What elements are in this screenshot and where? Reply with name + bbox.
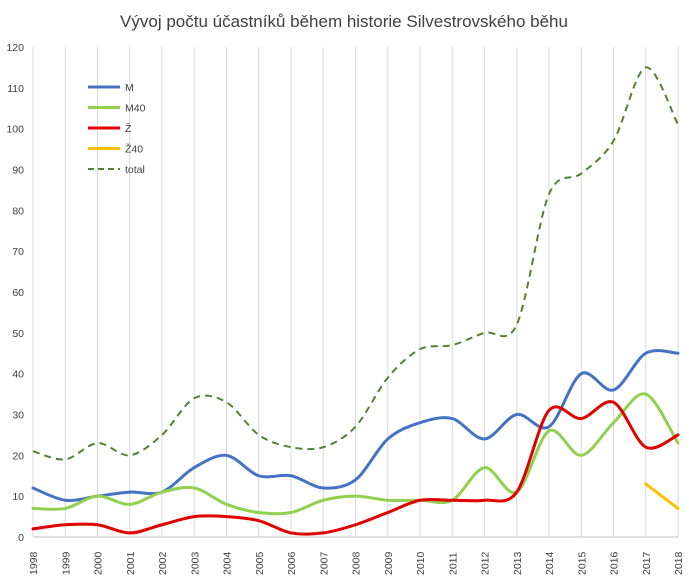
x-tick-label: 2001 xyxy=(125,551,137,575)
grid-layer xyxy=(32,47,679,537)
x-tick-label: 2017 xyxy=(641,551,653,575)
x-tick-label: 2002 xyxy=(157,551,169,575)
series-line-Ž40 xyxy=(644,482,680,510)
series-line-total xyxy=(32,66,679,461)
x-tick-label: 2005 xyxy=(254,551,266,575)
x-tick-label: 2018 xyxy=(673,551,685,575)
y-tick-label: 110 xyxy=(7,83,24,95)
x-tick-label: 2015 xyxy=(576,551,588,575)
y-tick-label: 30 xyxy=(12,410,24,422)
series-line-M xyxy=(31,349,680,503)
x-tick-label: 1998 xyxy=(28,551,40,575)
x-tick-label: 2012 xyxy=(480,551,492,575)
x-tick-label: 2009 xyxy=(383,551,395,575)
y-tick-label: 50 xyxy=(12,328,24,340)
x-tick-label: 2006 xyxy=(286,551,298,575)
legend-label: Ž40 xyxy=(125,143,143,156)
series-line-Ž xyxy=(31,400,680,536)
x-tick-label: 2000 xyxy=(93,551,105,575)
series-layer xyxy=(31,66,680,536)
x-tick-label: 2010 xyxy=(415,551,427,575)
legend-label: M40 xyxy=(125,103,146,115)
y-tick-label: 100 xyxy=(6,124,24,136)
x-tick-label: 2008 xyxy=(351,551,363,575)
legend-label: M xyxy=(125,82,134,94)
x-tick-label: 2004 xyxy=(222,551,234,575)
y-tick-label: 20 xyxy=(12,450,24,462)
x-tick-label: 1999 xyxy=(60,551,72,575)
series-line-M40 xyxy=(31,392,680,516)
legend-label: Ž xyxy=(125,122,132,135)
y-tick-label: 70 xyxy=(12,246,24,258)
x-tick-label: 2007 xyxy=(318,551,330,575)
x-tick-label: 2014 xyxy=(544,551,556,575)
x-tick-label: 2016 xyxy=(609,551,621,575)
y-tick-label: 10 xyxy=(12,491,24,503)
y-tick-label: 120 xyxy=(6,42,24,54)
x-tick-label: 2003 xyxy=(189,551,201,575)
x-tick-label: 2013 xyxy=(512,551,524,575)
x-tick-label: 2011 xyxy=(447,552,459,575)
y-tick-label: 80 xyxy=(12,205,24,217)
axes-layer: 0 10 20 30 40 50 60 70 80 90 100 110 120 1998 1999 2000… xyxy=(6,42,685,575)
y-tick-label: 40 xyxy=(12,369,24,381)
legend-label: total xyxy=(125,164,145,176)
legend: M M40 Ž Ž40 total xyxy=(88,82,146,176)
chart-title: Vývoj počtu účastníků během historie Sil… xyxy=(120,12,568,31)
y-tick-label: 60 xyxy=(12,287,24,299)
y-tick-label: 90 xyxy=(12,165,24,177)
y-tick-label: 0 xyxy=(18,532,24,544)
